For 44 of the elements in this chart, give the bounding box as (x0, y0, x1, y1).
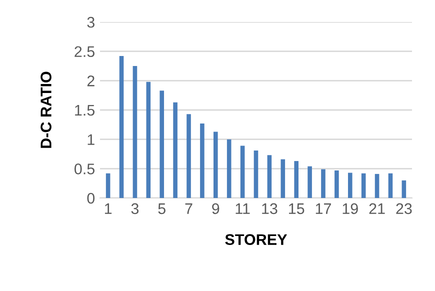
y-tick-label: 2 (87, 76, 94, 86)
bar (240, 146, 245, 198)
bar (308, 166, 312, 198)
y-tick-label: 0 (87, 192, 95, 204)
bar (132, 66, 138, 198)
y-axis-title: D-C RATIO (40, 72, 52, 148)
x-tick-label: 9 (212, 203, 220, 214)
bar (321, 169, 326, 198)
x-tick-label: 3 (131, 203, 139, 214)
x-tick-label: 23 (396, 203, 412, 214)
bar (200, 123, 204, 198)
bar (214, 132, 218, 198)
bar (146, 82, 151, 198)
bar (226, 139, 232, 198)
bar (160, 90, 164, 198)
y-tick-label: 2.5 (74, 46, 94, 58)
x-axis-title: STOREY (225, 234, 288, 245)
x-tick-label: 19 (342, 203, 358, 214)
y-tick-label: 0.5 (74, 164, 94, 174)
bar (254, 150, 258, 198)
x-tick-label: 15 (289, 203, 304, 214)
bar (186, 114, 191, 198)
x-tick-label: 1 (104, 203, 112, 214)
x-tick-label: 7 (185, 203, 192, 214)
x-tick-label: 21 (369, 203, 385, 214)
bar (173, 102, 178, 198)
y-tick-label: 1 (88, 134, 94, 145)
bar (106, 173, 110, 198)
y-tick-label: 3 (87, 16, 94, 28)
bar (361, 173, 366, 198)
bar (280, 159, 286, 198)
x-tick-label: 17 (316, 203, 331, 214)
bar (294, 161, 298, 198)
bar (388, 173, 393, 198)
y-tick-label: 1.5 (75, 105, 94, 116)
bar (334, 170, 339, 198)
x-tick-label: 5 (158, 203, 166, 214)
bar (267, 155, 272, 198)
x-tick-label: 13 (262, 203, 278, 214)
bar (374, 174, 380, 198)
bar (402, 180, 406, 198)
bar (348, 172, 352, 198)
bar (119, 56, 124, 198)
x-tick-label: 11 (236, 203, 250, 214)
